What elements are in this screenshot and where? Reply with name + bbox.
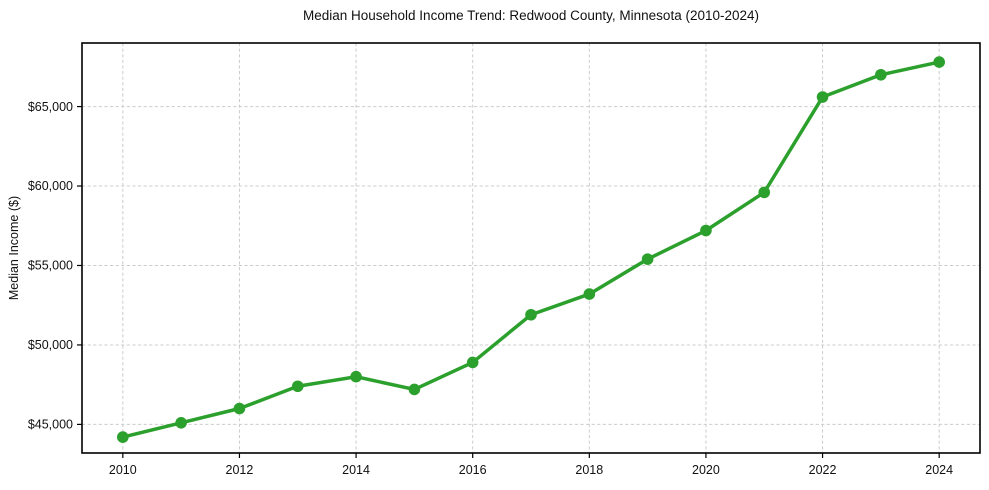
data-point-marker [350, 370, 362, 383]
plot-border [81, 42, 981, 454]
y-tick-label: $50,000 [28, 338, 73, 352]
data-point-marker [875, 68, 887, 81]
data-point-marker [175, 417, 187, 429]
data-point-marker [816, 91, 829, 103]
x-tick-label: 2018 [575, 463, 603, 477]
data-point-marker [117, 431, 129, 443]
x-tick-label: 2024 [925, 463, 953, 477]
x-tick-label: 2022 [809, 463, 837, 477]
data-point-marker [641, 253, 654, 265]
data-point-marker [933, 56, 945, 68]
x-tick-label: 2012 [226, 463, 254, 477]
x-tick-label: 2016 [459, 463, 487, 477]
data-point-marker [525, 308, 537, 321]
data-point-marker [408, 383, 421, 396]
x-tick-label: 2010 [109, 463, 137, 477]
data-point-marker [291, 380, 304, 393]
income-trend-line [121, 60, 941, 439]
y-tick-label: $45,000 [28, 418, 73, 432]
chart-title: Median Household Income Trend: Redwood C… [302, 8, 760, 23]
data-point-marker [758, 186, 771, 199]
y-tick-label: $55,000 [28, 259, 73, 273]
x-tick-label: 2020 [692, 463, 720, 477]
data-point-marker [233, 402, 246, 415]
y-tick-label: $65,000 [28, 100, 73, 114]
data-point-marker [583, 288, 596, 300]
x-tick-label: 2014 [342, 463, 370, 477]
data-point-marker [700, 224, 712, 237]
data-point-marker [466, 356, 479, 369]
y-tick-label: $60,000 [28, 179, 73, 193]
